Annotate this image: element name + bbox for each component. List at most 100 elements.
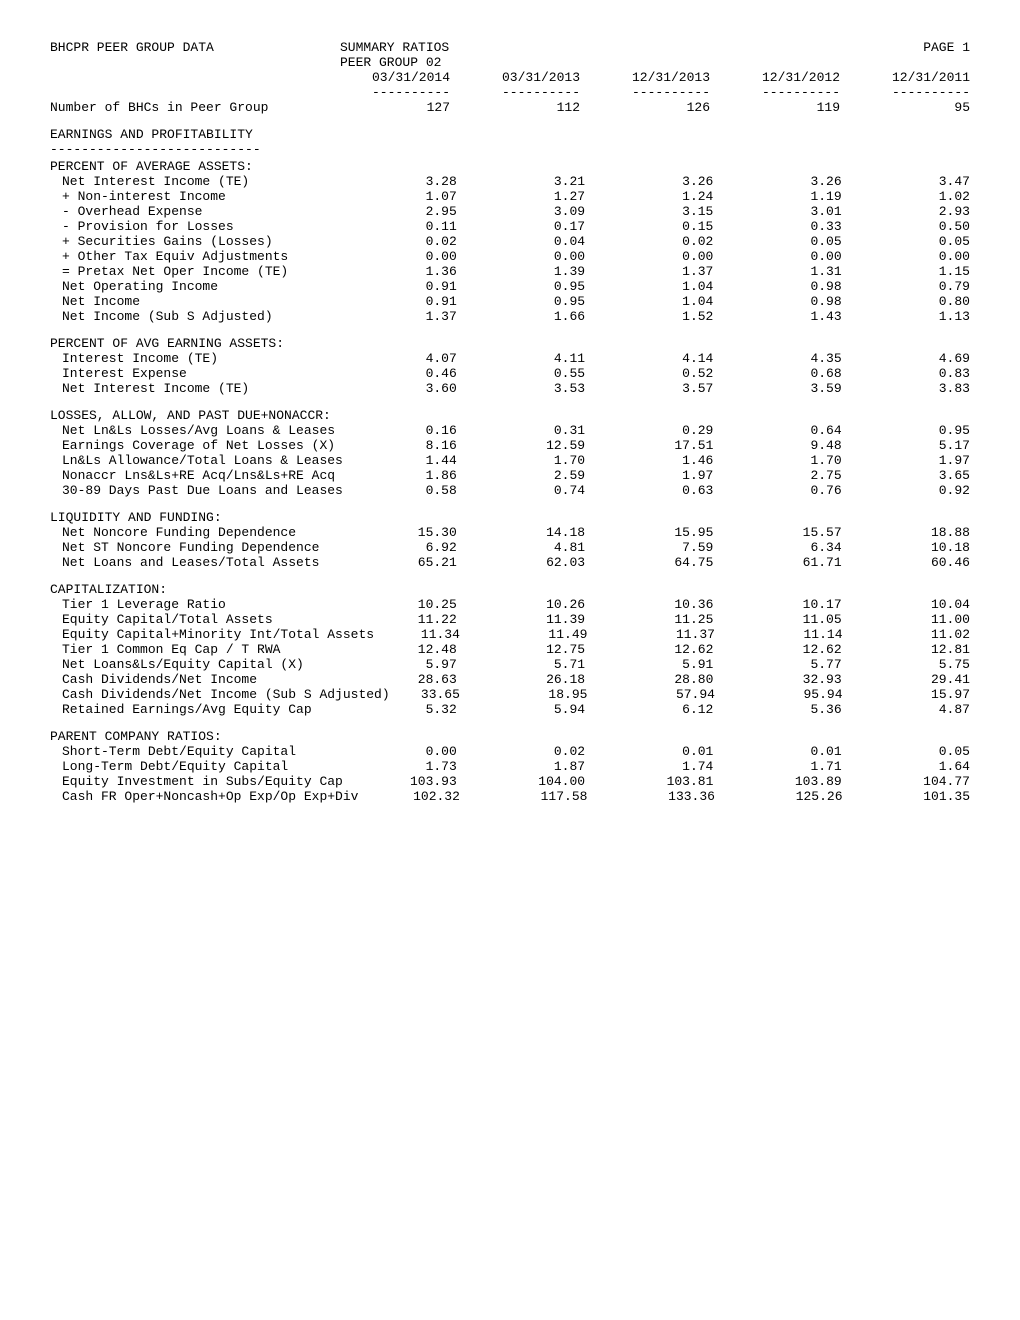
row-value: 61.71 — [713, 555, 841, 570]
row-value: 65.21 — [348, 555, 457, 570]
row-value: 9.48 — [713, 438, 841, 453]
row-value: 104.77 — [842, 774, 970, 789]
table-row: Nonaccr Lns&Ls+RE Acq/Lns&Ls+RE Acq1.862… — [50, 468, 970, 483]
row-value: 103.81 — [585, 774, 713, 789]
row-value: 10.17 — [713, 597, 841, 612]
date-col-3: 12/31/2012 — [710, 70, 840, 85]
row-value: 0.02 — [348, 234, 457, 249]
row-value: 10.25 — [348, 597, 457, 612]
row-value: 5.77 — [713, 657, 841, 672]
row-value: 15.95 — [585, 525, 713, 540]
row-label: Net Ln&Ls Losses/Avg Loans & Leases — [50, 423, 348, 438]
row-value: 4.07 — [348, 351, 457, 366]
row-value: 0.68 — [713, 366, 841, 381]
row-value: 1.70 — [713, 453, 841, 468]
row-value: 14.18 — [457, 525, 585, 540]
table-row: Net ST Noncore Funding Dependence6.924.8… — [50, 540, 970, 555]
row-value: 0.80 — [842, 294, 970, 309]
row-value: 15.57 — [713, 525, 841, 540]
row-value: 64.75 — [585, 555, 713, 570]
row-label: Equity Capital+Minority Int/Total Assets — [50, 627, 352, 642]
row-value: 1.31 — [713, 264, 841, 279]
row-value: 1.73 — [348, 759, 457, 774]
row-value: 103.93 — [348, 774, 457, 789]
row-value: 2.75 — [713, 468, 841, 483]
date-col-0: 03/31/2014 — [340, 70, 450, 85]
table-row: Net Loans and Leases/Total Assets65.2162… — [50, 555, 970, 570]
row-value: 1.66 — [457, 309, 585, 324]
row-value: 1.19 — [713, 189, 841, 204]
row-value: 18.95 — [460, 687, 588, 702]
row-value: 17.51 — [585, 438, 713, 453]
row-value: 0.17 — [457, 219, 585, 234]
row-label: Ln&Ls Allowance/Total Loans & Leases — [50, 453, 348, 468]
row-value: 0.05 — [713, 234, 841, 249]
row-value: 1.07 — [348, 189, 457, 204]
row-value: 11.02 — [843, 627, 971, 642]
row-value: 1.02 — [842, 189, 970, 204]
row-value: 0.05 — [842, 234, 970, 249]
row-value: 10.36 — [585, 597, 713, 612]
row-label: Net Interest Income (TE) — [50, 174, 348, 189]
row-value: 2.59 — [457, 468, 585, 483]
row-value: 117.58 — [460, 789, 588, 804]
row-value: 1.37 — [585, 264, 713, 279]
report-title: BHCPR PEER GROUP DATA — [50, 40, 340, 70]
table-row: + Non-interest Income1.071.271.241.191.0… — [50, 189, 970, 204]
row-label: Cash Dividends/Net Income (Sub S Adjuste… — [50, 687, 352, 702]
row-value: 104.00 — [457, 774, 585, 789]
row-value: 1.46 — [585, 453, 713, 468]
row-value: 0.58 — [348, 483, 457, 498]
row-value: 3.47 — [842, 174, 970, 189]
row-value: 1.52 — [585, 309, 713, 324]
row-value: 32.93 — [713, 672, 841, 687]
bhc-count-val: 126 — [580, 100, 710, 115]
row-value: 1.37 — [348, 309, 457, 324]
row-label: Cash Dividends/Net Income — [50, 672, 348, 687]
table-row: Net Operating Income0.910.951.040.980.79 — [50, 279, 970, 294]
row-label: Equity Capital/Total Assets — [50, 612, 348, 627]
row-value: 12.75 — [457, 642, 585, 657]
row-value: 0.98 — [713, 279, 841, 294]
table-row: Tier 1 Leverage Ratio10.2510.2610.3610.1… — [50, 597, 970, 612]
row-value: 15.97 — [843, 687, 971, 702]
row-value: 0.74 — [457, 483, 585, 498]
table-row: Interest Income (TE)4.074.114.144.354.69 — [50, 351, 970, 366]
row-value: 0.01 — [713, 744, 841, 759]
row-value: 6.12 — [585, 702, 713, 717]
row-value: 3.59 — [713, 381, 841, 396]
row-value: 5.17 — [842, 438, 970, 453]
row-value: 11.14 — [715, 627, 843, 642]
table-row: Cash Dividends/Net Income28.6326.1828.80… — [50, 672, 970, 687]
row-value: 0.31 — [457, 423, 585, 438]
dash: ---------- — [840, 85, 970, 100]
row-value: 3.60 — [348, 381, 457, 396]
table-row: + Securities Gains (Losses)0.020.040.020… — [50, 234, 970, 249]
row-value: 0.63 — [585, 483, 713, 498]
row-label: Net Loans and Leases/Total Assets — [50, 555, 348, 570]
row-value: 4.11 — [457, 351, 585, 366]
row-value: 12.48 — [348, 642, 457, 657]
row-value: 0.55 — [457, 366, 585, 381]
row-label: Equity Investment in Subs/Equity Cap — [50, 774, 348, 789]
row-value: 0.79 — [842, 279, 970, 294]
row-value: 0.50 — [842, 219, 970, 234]
row-value: 5.71 — [457, 657, 585, 672]
row-value: 3.26 — [585, 174, 713, 189]
row-value: 125.26 — [715, 789, 843, 804]
row-value: 0.46 — [348, 366, 457, 381]
row-value: 1.97 — [842, 453, 970, 468]
row-label: Interest Expense — [50, 366, 348, 381]
row-value: 12.62 — [585, 642, 713, 657]
table-row: Net Noncore Funding Dependence15.3014.18… — [50, 525, 970, 540]
row-value: 33.65 — [352, 687, 460, 702]
row-value: 11.37 — [587, 627, 715, 642]
table-row: Earnings Coverage of Net Losses (X)8.161… — [50, 438, 970, 453]
row-label: Net Income — [50, 294, 348, 309]
table-row: Long-Term Debt/Equity Capital1.731.871.7… — [50, 759, 970, 774]
row-value: 4.35 — [713, 351, 841, 366]
row-value: 0.00 — [348, 249, 457, 264]
table-row: Net Interest Income (TE)3.283.213.263.26… — [50, 174, 970, 189]
date-col-4: 12/31/2011 — [840, 70, 970, 85]
row-label: + Other Tax Equiv Adjustments — [50, 249, 348, 264]
